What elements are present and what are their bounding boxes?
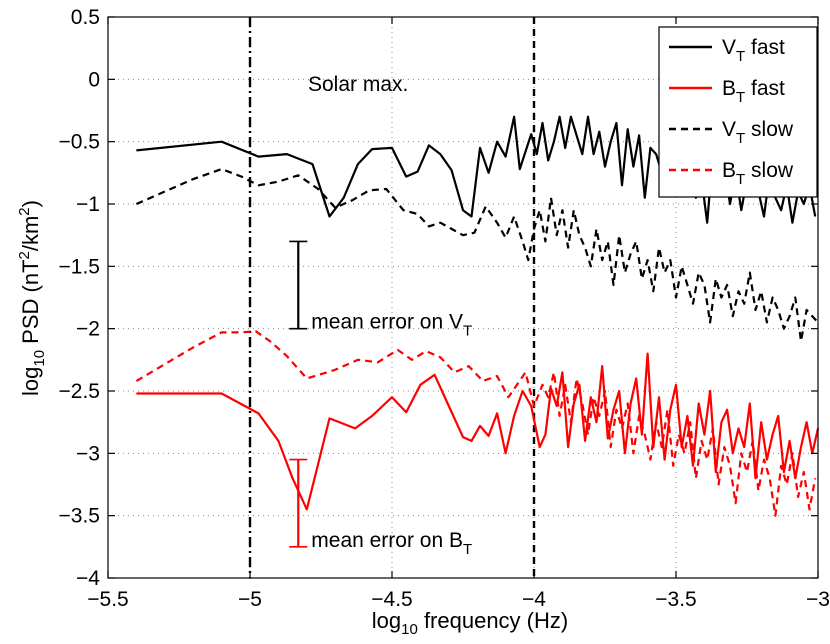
y-tick-label: 0.5	[71, 6, 100, 29]
y-label-mid: PSD (nT	[18, 259, 43, 349]
error-bar-label: mean error on BT	[311, 529, 472, 558]
error-bar-label-base: B	[449, 529, 463, 552]
x-tick-label: −3.5	[655, 588, 696, 611]
y-label-superscript: 2	[16, 251, 33, 259]
legend-label-base: B	[722, 159, 736, 182]
legend-box	[658, 26, 818, 198]
y-tick-label: −1	[76, 193, 100, 216]
legend-label-sub: T	[736, 89, 745, 106]
axis-ticks: −5.5 −5 −4.5 −4 −3.5 −3 −4 −3.5 −3 −2.5 −2 −1.5 −1 −0…	[59, 6, 830, 611]
error-bar-label: mean error on VT	[311, 311, 472, 340]
error-bar-label-text: mean error on	[311, 529, 449, 552]
y-tick-label: −0.5	[59, 131, 100, 154]
series-line-bt-fast	[136, 352, 820, 511]
y-tick-label: −1.5	[59, 255, 100, 278]
legend-label-base: V	[722, 118, 736, 141]
legend-label: BT slow	[722, 159, 794, 188]
error-bar-label-sub: T	[463, 541, 472, 558]
legend-label-sub: T	[736, 48, 745, 65]
y-label-suffix: )	[18, 200, 43, 207]
x-label-prefix: log	[372, 608, 401, 633]
legend-label-text: fast	[745, 36, 785, 59]
x-tick-label: −3	[806, 588, 830, 611]
x-tick-label: −5	[238, 588, 262, 611]
x-axis-label: log10 frequency (Hz)	[372, 608, 568, 638]
y-label-mid2: /km	[18, 216, 43, 251]
legend-label: VT fast	[722, 36, 785, 65]
legend-label-text: slow	[745, 159, 794, 182]
series-line-bt-slow	[135, 330, 817, 517]
legend-label-base: B	[722, 77, 736, 100]
y-tick-label: −2	[76, 318, 100, 341]
legend-label-text: slow	[745, 118, 794, 141]
y-tick-label: 0	[88, 68, 100, 91]
series-line-vt-slow	[135, 168, 819, 343]
error-bar-label-sub: T	[463, 323, 472, 340]
legend-label-sub: T	[736, 130, 745, 147]
error-bar: mean error on VT	[289, 240, 472, 340]
x-tick-label: −4	[522, 588, 546, 611]
x-tick-label: −5.5	[87, 588, 128, 611]
x-tick-label: −4.5	[371, 588, 412, 611]
legend-label-text: fast	[745, 77, 785, 100]
error-bar-label-base: V	[449, 311, 463, 334]
plot-frame	[107, 16, 819, 579]
y-label-superscript2: 2	[16, 207, 33, 215]
legend-label: BT fast	[722, 77, 785, 106]
legend-label: VT slow	[722, 118, 794, 147]
y-label-prefix: log	[18, 367, 43, 396]
annotation-solar-max: Solar max.	[308, 73, 408, 96]
y-tick-label: −2.5	[59, 380, 100, 403]
legend-label-sub: T	[736, 171, 745, 188]
y-label-subscript: 10	[31, 350, 48, 367]
y-tick-label: −3.5	[59, 505, 100, 528]
x-label-subscript: 10	[401, 621, 418, 638]
legend-label-base: V	[722, 36, 736, 59]
reference-lines	[248, 17, 536, 578]
y-tick-label: −3	[76, 442, 100, 465]
y-tick-label: −4	[76, 567, 100, 590]
error-bar: mean error on BT	[289, 458, 472, 558]
x-label-suffix: frequency (Hz)	[418, 608, 568, 633]
y-axis-label: log10 PSD (nT2/km2)	[16, 200, 48, 396]
error-bar-label-text: mean error on	[311, 311, 449, 334]
